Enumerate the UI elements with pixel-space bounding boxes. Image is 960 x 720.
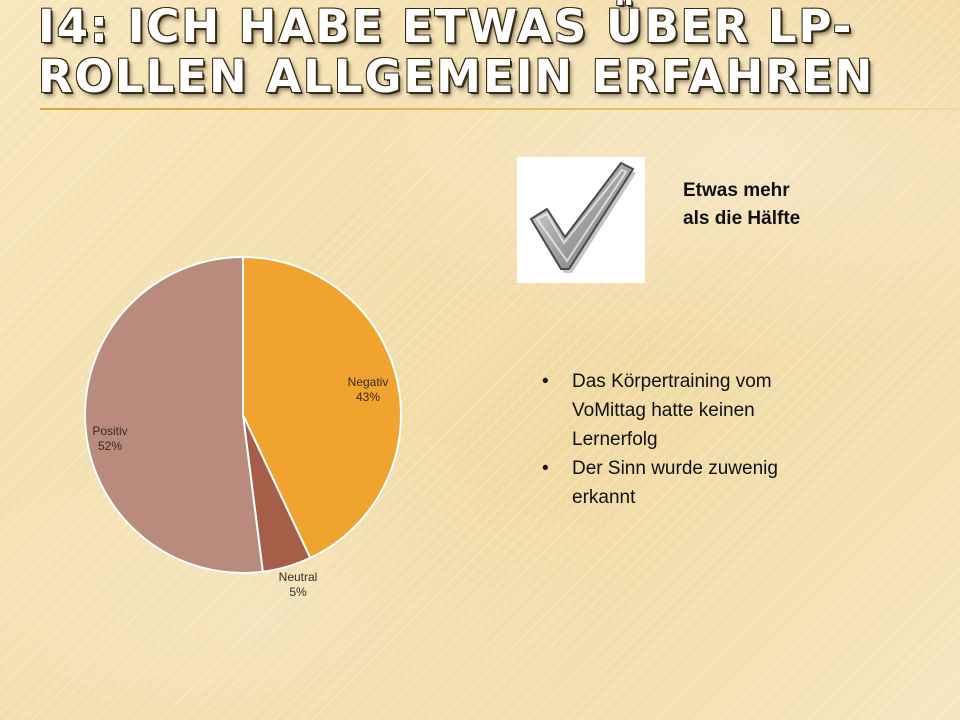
pie-slice-positiv: [84, 255, 264, 574]
summary-line-1: Etwas mehr: [683, 180, 790, 201]
title-line-2: Rollen allgemein erfahren: [38, 50, 875, 103]
page-title: I4: Ich habe etwas über LP- Rollen allge…: [38, 2, 918, 102]
pie-label-positiv: Positiv 52%: [92, 424, 127, 453]
title-line-1: I4: Ich habe etwas über LP-: [38, 0, 854, 53]
title-divider: [40, 108, 960, 110]
comment-item: Das Körpertraining vom VoMittag hatte ke…: [540, 367, 800, 454]
pie-label-negativ: Negativ 43%: [348, 375, 389, 404]
checkmark-image: [517, 157, 645, 283]
pie-label-neutral: Neutral 5%: [279, 570, 318, 599]
comment-list: Das Körpertraining vom VoMittag hatte ke…: [540, 367, 800, 512]
checkmark-icon: [530, 162, 636, 273]
summary-line-2: als die Hälfte: [683, 208, 801, 229]
summary-label: Etwas mehr als die Hälfte: [683, 177, 883, 233]
pie-chart: Negativ 43% Neutral 5% Positiv 52%: [84, 255, 402, 599]
comment-item: Der Sinn wurde zuwenig erkannt: [540, 454, 800, 512]
pie-slice-negativ: [242, 255, 402, 560]
